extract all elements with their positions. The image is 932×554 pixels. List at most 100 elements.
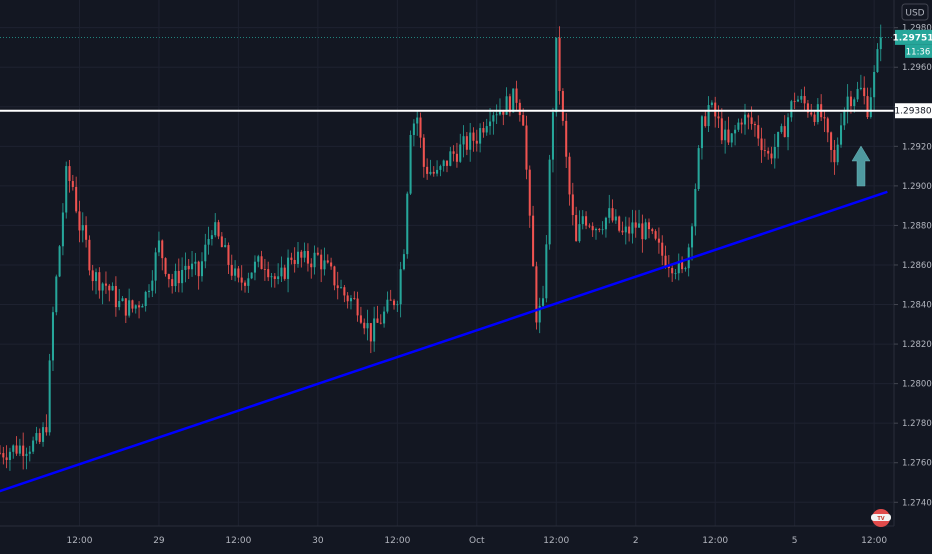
candle-body bbox=[489, 122, 491, 127]
resistance-price-badge: 1.29380 bbox=[894, 103, 932, 118]
candle-body bbox=[873, 72, 875, 97]
candle-body bbox=[98, 272, 100, 290]
candle-body bbox=[817, 104, 819, 122]
candle-body bbox=[731, 133, 733, 142]
candle-body bbox=[208, 239, 210, 245]
candle-body bbox=[155, 252, 157, 280]
candle-body bbox=[863, 88, 865, 96]
candle-body bbox=[22, 446, 24, 456]
candle-body bbox=[115, 286, 117, 307]
candle-body bbox=[638, 223, 640, 227]
candle-body bbox=[386, 300, 388, 312]
candle-body bbox=[304, 251, 306, 258]
candle-body bbox=[800, 96, 802, 100]
candle-body bbox=[674, 273, 676, 274]
y-tick-label: 1.29200 bbox=[902, 142, 932, 152]
candle-body bbox=[847, 97, 849, 110]
candle-body bbox=[218, 222, 220, 236]
candle-body bbox=[148, 291, 150, 292]
candle-body bbox=[118, 301, 120, 307]
y-tick-label: 1.28000 bbox=[902, 380, 932, 390]
candle-body bbox=[138, 305, 140, 307]
candle-body bbox=[78, 211, 80, 230]
candle-body bbox=[92, 270, 94, 281]
candle-body bbox=[724, 130, 726, 141]
candle-body bbox=[214, 222, 216, 235]
candle-body bbox=[482, 128, 484, 132]
candle-body bbox=[555, 38, 557, 113]
x-tick-label: 12:00 bbox=[861, 536, 887, 546]
candle-body bbox=[645, 222, 647, 239]
candle-body bbox=[757, 125, 759, 138]
candle-body bbox=[131, 300, 133, 308]
candle-body bbox=[204, 245, 206, 262]
candle-body bbox=[290, 258, 292, 260]
candle-body bbox=[45, 427, 47, 432]
candle-body bbox=[300, 252, 302, 258]
currency-label: USD bbox=[905, 9, 924, 19]
candle-body bbox=[406, 194, 408, 255]
candle-body bbox=[449, 151, 451, 166]
candle-body bbox=[35, 433, 37, 440]
candle-body bbox=[357, 299, 359, 316]
candle-body bbox=[529, 170, 531, 216]
candle-body bbox=[582, 216, 584, 224]
candle-body bbox=[615, 217, 617, 221]
candle-body bbox=[436, 170, 438, 174]
candle-body bbox=[165, 258, 167, 274]
candle-body bbox=[65, 166, 67, 212]
candle-body bbox=[241, 278, 243, 283]
candle-body bbox=[128, 300, 130, 315]
candle-body bbox=[2, 453, 4, 457]
candle-body bbox=[340, 287, 342, 288]
candle-body bbox=[559, 38, 561, 91]
candle-body bbox=[370, 323, 372, 341]
y-tick-label: 1.29000 bbox=[902, 182, 932, 192]
candle-body bbox=[376, 318, 378, 322]
candle-body bbox=[698, 148, 700, 189]
candle-body bbox=[39, 433, 41, 442]
candle-body bbox=[42, 427, 44, 442]
candle-body bbox=[327, 260, 329, 262]
candle-body bbox=[403, 254, 405, 269]
candle-body bbox=[542, 298, 544, 306]
candle-body bbox=[439, 166, 441, 170]
candle-body bbox=[770, 154, 772, 159]
candle-body bbox=[367, 323, 369, 328]
candle-body bbox=[618, 217, 620, 231]
y-tick-label: 1.28400 bbox=[902, 301, 932, 311]
candle-body bbox=[565, 121, 567, 157]
candle-body bbox=[469, 133, 471, 150]
candle-body bbox=[396, 304, 398, 305]
candle-body bbox=[671, 268, 673, 273]
candle-body bbox=[125, 298, 127, 315]
candle-body bbox=[727, 130, 729, 143]
candle-body bbox=[694, 189, 696, 226]
candle-body bbox=[472, 133, 474, 141]
candle-body bbox=[463, 136, 465, 144]
candle-body bbox=[741, 123, 743, 125]
candle-body bbox=[476, 141, 478, 144]
candle-body bbox=[602, 229, 604, 230]
candle-body bbox=[575, 215, 577, 241]
candle-body bbox=[790, 101, 792, 117]
candle-body bbox=[9, 452, 11, 460]
candle-body bbox=[837, 145, 839, 163]
candle-body bbox=[691, 226, 693, 247]
candle-body bbox=[69, 166, 71, 181]
candle-body bbox=[247, 278, 249, 286]
candle-body bbox=[75, 187, 77, 211]
candle-body bbox=[310, 264, 312, 268]
candle-body bbox=[261, 256, 263, 269]
candle-body bbox=[804, 96, 806, 103]
usd-toggle[interactable]: USD bbox=[902, 4, 928, 20]
x-tick-label: 12:00 bbox=[384, 536, 410, 546]
candle-body bbox=[655, 231, 657, 239]
candle-body bbox=[545, 244, 547, 298]
candle-body bbox=[857, 89, 859, 99]
candle-body bbox=[429, 172, 431, 174]
candle-body bbox=[764, 150, 766, 151]
candle-body bbox=[264, 269, 266, 270]
